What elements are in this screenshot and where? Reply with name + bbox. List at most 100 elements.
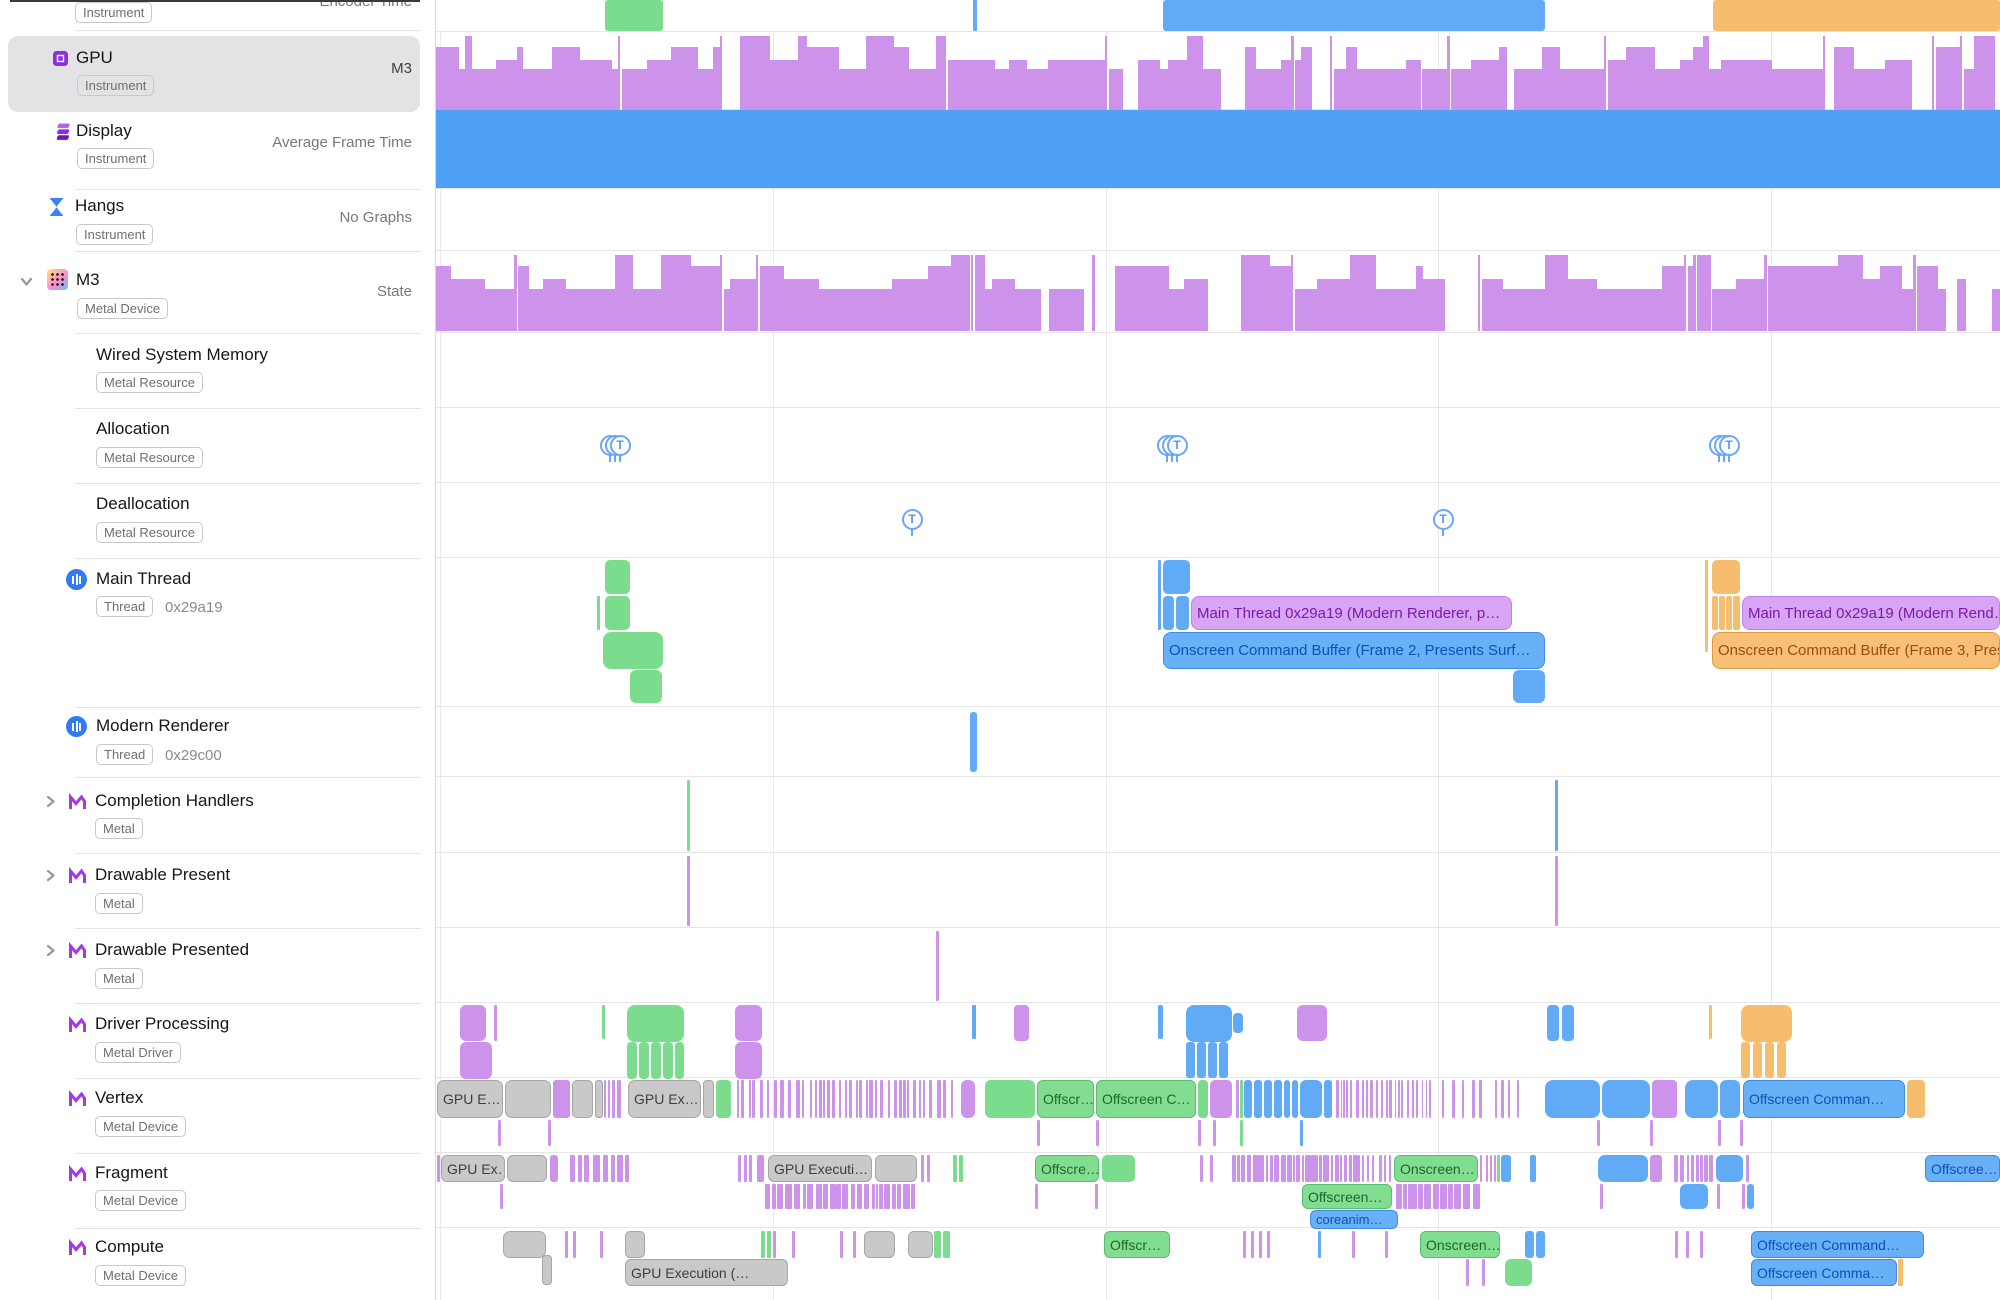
sidebar-item-completion[interactable]: Completion Handlers Metal: [0, 777, 435, 853]
tick-mark[interactable]: [1265, 1155, 1269, 1182]
timeline-interval[interactable]: [1163, 596, 1174, 630]
timeline-interval[interactable]: [1267, 1231, 1270, 1258]
timeline-interval[interactable]: [1385, 1231, 1388, 1258]
usage-bar[interactable]: [1503, 289, 1519, 331]
timeline-interval[interactable]: [1600, 1184, 1603, 1209]
timeline-interval[interactable]: [1598, 1155, 1648, 1182]
timeline-interval[interactable]: [1197, 1042, 1206, 1078]
chevron-right-icon[interactable]: [44, 944, 57, 957]
timeline-interval[interactable]: [675, 1042, 684, 1079]
usage-bar[interactable]: [769, 59, 798, 110]
tick-mark[interactable]: [864, 1184, 870, 1209]
usage-bar[interactable]: [951, 255, 971, 331]
timeline-interval[interactable]: [853, 1231, 856, 1258]
tick-mark[interactable]: [1375, 1080, 1378, 1118]
point-of-interest-marker[interactable]: T: [609, 434, 631, 456]
usage-bar[interactable]: [1280, 59, 1292, 110]
usage-bar[interactable]: [759, 266, 785, 331]
timeline-interval[interactable]: [1709, 1005, 1712, 1039]
usage-bar[interactable]: [1048, 289, 1057, 331]
timeline-interval[interactable]: [1254, 1080, 1262, 1118]
usage-bar[interactable]: [1333, 69, 1347, 110]
tick-mark[interactable]: [1704, 1155, 1708, 1182]
tick-mark[interactable]: [830, 1184, 836, 1209]
usage-spike[interactable]: [1447, 36, 1450, 110]
usage-bar[interactable]: [1014, 289, 1042, 331]
tick-mark[interactable]: [1261, 1155, 1265, 1182]
usage-bar[interactable]: [1027, 69, 1048, 110]
usage-bar[interactable]: [585, 289, 615, 331]
tick-mark[interactable]: [912, 1080, 916, 1118]
timeline-interval-label[interactable]: Main Thread 0x29a19 (Modern Rend…: [1742, 596, 2000, 630]
timeline-interval[interactable]: [959, 1155, 963, 1182]
tick-mark[interactable]: [1485, 1155, 1488, 1182]
tick-mark[interactable]: [880, 1080, 883, 1118]
timeline-interval[interactable]: [943, 1231, 950, 1258]
timeline-interval[interactable]: [761, 1231, 765, 1258]
tick-mark[interactable]: [884, 1184, 890, 1209]
timeline-interval[interactable]: [1505, 1259, 1532, 1286]
timeline-interval[interactable]: [767, 1231, 771, 1258]
usage-bar[interactable]: [1992, 289, 2000, 331]
usage-bar[interactable]: [1376, 289, 1395, 331]
tick-mark[interactable]: [907, 1080, 909, 1118]
timeline-interval[interactable]: [1562, 1005, 1574, 1041]
timeline-interval[interactable]: [1718, 1120, 1721, 1146]
usage-bar[interactable]: [1115, 266, 1146, 331]
usage-spike[interactable]: [1959, 36, 1963, 110]
tick-mark[interactable]: [787, 1080, 791, 1118]
usage-bar[interactable]: [670, 47, 699, 110]
tick-mark[interactable]: [856, 1184, 862, 1209]
timeline-interval[interactable]: [460, 1042, 492, 1079]
timeline-interval[interactable]: [1719, 596, 1725, 630]
point-of-interest-marker[interactable]: T: [1718, 434, 1740, 456]
usage-bar[interactable]: [1772, 69, 1790, 110]
timeline-interval[interactable]: [1236, 1080, 1239, 1118]
timeline-interval[interactable]: [1898, 1259, 1903, 1286]
usage-bar[interactable]: [1009, 59, 1028, 110]
tick-mark[interactable]: [856, 1080, 859, 1118]
timeline-interval[interactable]: [936, 931, 939, 1001]
usage-bar[interactable]: [633, 289, 662, 331]
tick-mark[interactable]: [602, 1155, 608, 1182]
track-row-compute[interactable]: Offscr… Onscreen… Offscreen Command… GPU Ex…: [0, 1228, 2000, 1300]
tick-mark[interactable]: [794, 1184, 801, 1209]
tick-mark[interactable]: [1680, 1155, 1685, 1182]
timeline-interval[interactable]: [1717, 1184, 1720, 1209]
timeline-interval[interactable]: [1037, 1120, 1040, 1146]
chevron-right-icon[interactable]: [44, 795, 57, 808]
usage-spike[interactable]: [1290, 255, 1294, 331]
timeline-interval[interactable]: [1318, 1231, 1321, 1258]
usage-bar[interactable]: [723, 289, 730, 331]
timeline-interval-label[interactable]: Offscreen Comman…: [1743, 1080, 1905, 1118]
tick-mark[interactable]: [942, 1080, 946, 1118]
timeline-interval[interactable]: [1251, 1231, 1254, 1258]
tick-mark[interactable]: [612, 1080, 615, 1118]
timeline-interval[interactable]: [1243, 1231, 1246, 1258]
track-row-display[interactable]: [0, 110, 2000, 189]
usage-spike[interactable]: [943, 36, 947, 110]
sidebar-item-hangs[interactable]: Hangs Instrument No Graphs: [0, 189, 435, 251]
timeline-interval[interactable]: [542, 1255, 552, 1285]
tick-mark[interactable]: [1293, 1155, 1296, 1182]
tick-mark[interactable]: [1237, 1155, 1241, 1182]
usage-bar[interactable]: [1568, 279, 1598, 331]
chevron-down-icon[interactable]: [20, 275, 33, 288]
tick-mark[interactable]: [1365, 1080, 1369, 1118]
usage-bar[interactable]: [985, 289, 993, 331]
tick-mark[interactable]: [1356, 1080, 1359, 1118]
timeline-interval[interactable]: [1536, 1231, 1545, 1258]
timeline-interval[interactable]: [1765, 1042, 1774, 1078]
usage-bar[interactable]: [1349, 255, 1377, 331]
usage-bar[interactable]: [1587, 69, 1604, 110]
usage-bar[interactable]: [935, 36, 944, 110]
usage-bar[interactable]: [1837, 255, 1864, 331]
timeline-interval[interactable]: [1712, 560, 1740, 594]
tick-mark[interactable]: [1406, 1080, 1410, 1118]
timeline-interval-label[interactable]: GPU E…: [437, 1080, 503, 1118]
tick-mark[interactable]: [1353, 1155, 1359, 1182]
tick-mark[interactable]: [1448, 1184, 1454, 1209]
timeline-interval[interactable]: [934, 1231, 941, 1258]
usage-bar[interactable]: [1498, 47, 1507, 110]
usage-spike[interactable]: [1931, 36, 1934, 110]
